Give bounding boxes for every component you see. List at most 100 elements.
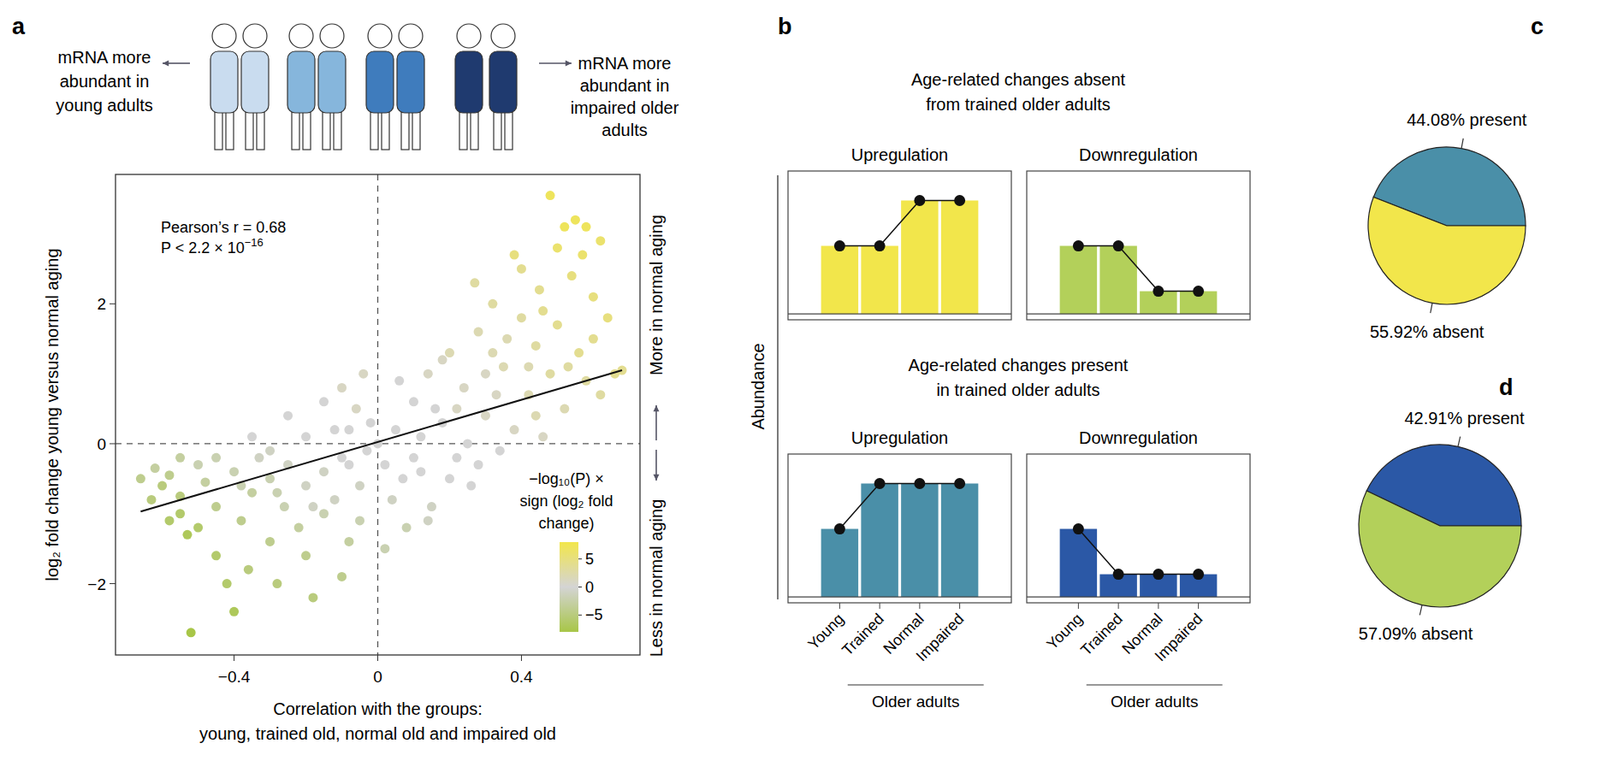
point [265, 537, 275, 547]
point [563, 361, 574, 372]
group-label: Older adults [1110, 693, 1198, 712]
x-tick [918, 603, 920, 610]
point [247, 488, 257, 498]
dot [1192, 568, 1204, 581]
dot [1113, 568, 1125, 581]
point [438, 355, 448, 365]
baseline [788, 314, 1012, 315]
x-tick [1157, 603, 1159, 610]
point [402, 523, 412, 534]
point [308, 592, 318, 603]
point [283, 411, 293, 421]
point [581, 222, 592, 232]
chart-frame [1026, 454, 1251, 604]
chart-title: Downregulation [1078, 145, 1198, 165]
label-leader [1457, 437, 1461, 448]
point [211, 502, 221, 512]
chart-title: Upregulation [851, 145, 949, 165]
point [361, 446, 372, 457]
data-label: 57.09% absent [1358, 624, 1474, 644]
illustration-body [455, 51, 483, 113]
point [408, 453, 419, 463]
label-leader [1461, 138, 1464, 149]
chart-title: Upregulation [851, 428, 949, 448]
point [487, 348, 498, 358]
panel-label: b [777, 13, 793, 40]
dot [1152, 568, 1164, 581]
point [236, 515, 246, 526]
dot [834, 523, 846, 535]
x-axis-title: young, trained old, normal old and impai… [199, 724, 557, 744]
point [415, 467, 426, 477]
illustration-head [491, 23, 516, 48]
point [474, 460, 484, 470]
x-tick [233, 655, 235, 662]
point [559, 222, 569, 232]
data-label: 42.91% present [1404, 408, 1525, 428]
point [545, 190, 556, 201]
point [509, 250, 520, 261]
point [603, 313, 613, 323]
bar [900, 200, 938, 315]
x-tick [1118, 603, 1120, 610]
point [319, 397, 329, 407]
dot [954, 478, 966, 490]
point [265, 446, 275, 457]
y-tick [109, 583, 116, 585]
data-label: 55.92% absent [1369, 322, 1485, 342]
point [254, 453, 264, 463]
y-tick [109, 443, 116, 445]
x-tick [879, 603, 881, 610]
point [567, 271, 577, 281]
point [175, 453, 185, 463]
group-label: Older adults [871, 693, 960, 712]
annotation-text: P < 2.2 × 10 [160, 239, 245, 257]
illustration-body [241, 51, 269, 113]
label-leader [1419, 605, 1423, 617]
illustration-head [320, 23, 344, 48]
header-arrow-head [162, 60, 169, 67]
point [343, 425, 354, 435]
point [279, 502, 290, 512]
point [229, 607, 239, 617]
point [577, 250, 587, 261]
side-label: Less in normal aging [646, 499, 666, 658]
bar [860, 483, 898, 598]
point [588, 334, 599, 344]
x-tick [1078, 603, 1079, 610]
point [516, 264, 527, 274]
connector-line [1078, 246, 1198, 292]
x-tick-label: Trained [1077, 610, 1126, 660]
point [182, 530, 192, 540]
point [200, 477, 210, 487]
point [308, 502, 318, 512]
point [534, 284, 545, 295]
pie-slice [1358, 491, 1522, 608]
point [136, 474, 146, 484]
bar [821, 529, 859, 599]
point [157, 481, 167, 492]
x-tick [839, 603, 841, 610]
point [366, 418, 376, 428]
point [516, 313, 527, 323]
point [355, 481, 365, 492]
connector-line [839, 483, 960, 529]
point [343, 460, 354, 470]
point [211, 551, 221, 561]
point [502, 334, 512, 344]
point [337, 572, 347, 582]
point [487, 299, 498, 309]
y-tick-label: 0 [96, 435, 107, 454]
x-tick [959, 603, 960, 610]
point [415, 432, 426, 442]
point [272, 488, 282, 498]
chart-frame [1026, 171, 1251, 320]
x-tick [377, 655, 379, 662]
illustration-head [398, 23, 423, 48]
point [186, 628, 196, 638]
colorbar-tick [578, 558, 582, 560]
point [387, 495, 398, 505]
point [337, 453, 347, 463]
header-text: abundant in [59, 71, 150, 91]
text-line: from trained older adults [925, 94, 1111, 114]
